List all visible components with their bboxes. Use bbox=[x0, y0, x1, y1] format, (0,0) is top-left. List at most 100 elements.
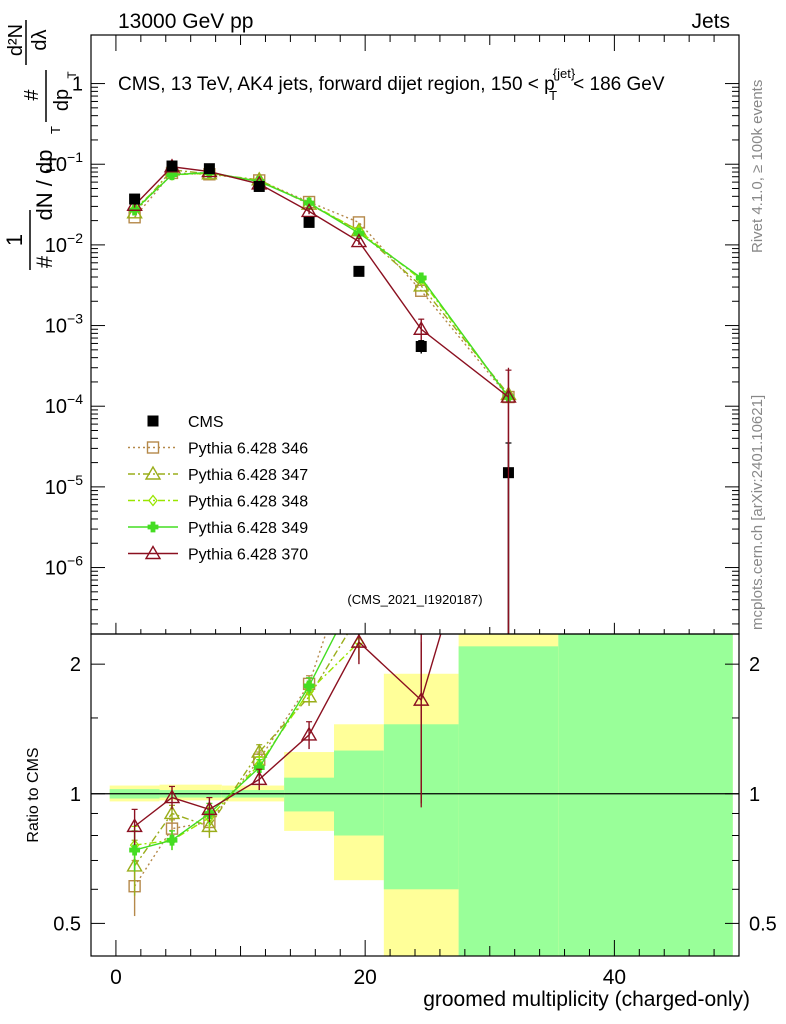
marker-data-0 bbox=[129, 193, 141, 205]
ylabel-T-1: T bbox=[48, 126, 63, 134]
main-y-axis-label: 1 # dN / dp T # d²N dp Tdλ bbox=[2, 20, 79, 270]
marker-data-3 bbox=[253, 180, 265, 192]
ratio-bands bbox=[109, 634, 733, 956]
ytick-label-ratio-0: 0.5 bbox=[53, 913, 81, 935]
marker-p347-5 bbox=[352, 608, 366, 620]
side-label-top: Rivet 4.1.0, ≥ 100k events bbox=[749, 80, 766, 253]
line-p348 bbox=[134, 641, 360, 846]
ylabel-dp: dp bbox=[51, 89, 73, 111]
y-label-group: 1 # dN / dp T # d²N dp Tdλ bbox=[2, 20, 79, 270]
main-title: CMS, 13 TeV, AK4 jets, forward dijet reg… bbox=[118, 66, 665, 103]
marker-p370-2 bbox=[201, 800, 218, 816]
watermark: (CMS_2021_I1920187) bbox=[347, 592, 482, 607]
ytick-label-main-4: 10−2 bbox=[45, 230, 83, 257]
ylabel-hash-1: # bbox=[32, 255, 57, 268]
legend-label-p346: Pythia 6.428 346 bbox=[188, 441, 308, 458]
series-p346 bbox=[128, 166, 515, 404]
ytick-exp-2: −4 bbox=[67, 391, 83, 407]
legend-marker-data bbox=[147, 415, 159, 427]
series-p347 bbox=[126, 161, 517, 401]
legend-marker-p347 bbox=[144, 465, 162, 480]
marker-p370-0 bbox=[126, 817, 143, 833]
legend-marker-p349 bbox=[147, 521, 159, 533]
marker-p349-0 bbox=[129, 844, 141, 856]
marker-p370-3 bbox=[251, 770, 268, 786]
legend-marker-p346 bbox=[146, 441, 160, 454]
ytick-label-main-3: 10−3 bbox=[45, 311, 83, 338]
marker-p349-1 bbox=[166, 834, 178, 846]
title-tail: < 186 GeV bbox=[573, 74, 665, 95]
series-p348 bbox=[129, 167, 514, 404]
legend-label-p347: Pythia 6.428 347 bbox=[188, 467, 308, 484]
marker-p347-1 bbox=[163, 805, 181, 820]
ytick-label-ratio-r-1: 1 bbox=[749, 784, 760, 806]
ytick-label-ratio-2: 2 bbox=[70, 654, 81, 676]
marker-p347-4 bbox=[300, 688, 318, 703]
series-p346 bbox=[128, 529, 364, 917]
ylabel-T-2: T bbox=[65, 71, 79, 79]
marker-p370-6 bbox=[413, 320, 430, 335]
legend: CMS Pythia 6.428 346 Pythia 6.428 347 Pythi… bbox=[128, 414, 308, 564]
ytick-label-ratio-r-2: 2 bbox=[749, 654, 760, 676]
ytick-label-main-1: 10−5 bbox=[45, 472, 83, 499]
line-p348 bbox=[134, 172, 510, 398]
legend-label-p370: Pythia 6.428 370 bbox=[188, 547, 308, 564]
ytick-exp-3: −3 bbox=[67, 311, 83, 327]
band-inner-7 bbox=[558, 634, 733, 956]
marker-data-1 bbox=[166, 160, 178, 172]
legend-marker-p370 bbox=[144, 545, 162, 560]
band-inner-4 bbox=[334, 750, 384, 836]
header-left: 13000 GeV pp bbox=[118, 10, 253, 33]
title-text: CMS, 13 TeV, AK4 jets, forward dijet reg… bbox=[118, 74, 539, 95]
marker-data-4 bbox=[303, 216, 315, 228]
marker-data-5 bbox=[353, 265, 365, 277]
legend-marker-p348 bbox=[148, 494, 158, 507]
ytick-label-main-6: 1 bbox=[72, 74, 83, 96]
line-p349 bbox=[134, 171, 510, 398]
line-p370 bbox=[134, 166, 509, 398]
line-p347 bbox=[134, 169, 510, 395]
marker-p370-1 bbox=[163, 789, 181, 804]
ytick-base-0: 10 bbox=[45, 558, 67, 580]
ytick-label-main-2: 10−4 bbox=[45, 391, 83, 418]
ylabel-dn-dp: dN / dp bbox=[32, 150, 57, 221]
marker-p349-5 bbox=[353, 227, 365, 239]
marker-p349-6 bbox=[415, 272, 427, 284]
ylabel-hash-2: # bbox=[21, 89, 43, 101]
marker-p346-5 bbox=[353, 529, 364, 540]
ytick-label-ratio-r-0: 0.5 bbox=[749, 913, 777, 935]
line-p349 bbox=[134, 634, 337, 851]
ytick-label-main-5: 10−1 bbox=[45, 149, 83, 176]
series-p349 bbox=[129, 167, 514, 403]
ylabel-dlambda: dλ bbox=[29, 29, 51, 50]
legend-label-data: CMS bbox=[188, 414, 224, 431]
ytick-exp-5: −1 bbox=[67, 149, 83, 165]
ytick-base-3: 10 bbox=[45, 316, 67, 338]
xtick-label-1: 20 bbox=[353, 966, 376, 989]
header-right: Jets bbox=[691, 10, 730, 33]
marker-p370-5 bbox=[350, 634, 368, 648]
marker-p347-2 bbox=[201, 817, 218, 833]
ratio-plot bbox=[91, 529, 739, 917]
marker-p370-5 bbox=[350, 233, 368, 248]
xtick-label-2: 40 bbox=[603, 966, 626, 989]
title-T-subscript: T bbox=[549, 88, 557, 103]
legend-label-p349: Pythia 6.428 349 bbox=[188, 520, 308, 537]
legend-label-p348: Pythia 6.428 348 bbox=[188, 494, 308, 511]
marker-p349-4 bbox=[303, 680, 315, 692]
marker-p370-4 bbox=[300, 726, 318, 741]
ytick-exp-1: −5 bbox=[67, 472, 83, 488]
band-inner-3 bbox=[284, 777, 334, 812]
xtick-label-0: 0 bbox=[110, 966, 122, 989]
line-p346 bbox=[134, 172, 510, 398]
ytick-base-4: 10 bbox=[45, 235, 67, 257]
ylabel-one: 1 bbox=[2, 234, 27, 246]
ytick-exp-4: −2 bbox=[67, 230, 83, 246]
ytick-exp-0: −6 bbox=[67, 553, 83, 569]
marker-data-6 bbox=[415, 340, 427, 352]
line-p370 bbox=[134, 634, 442, 827]
ytick-base-2: 10 bbox=[45, 396, 67, 418]
axes: 10−610−510−410−310−210−110.5 0.51 12 20 20 40 bbox=[45, 35, 777, 989]
ratio-y-axis-label: Ratio to CMS bbox=[25, 747, 42, 842]
